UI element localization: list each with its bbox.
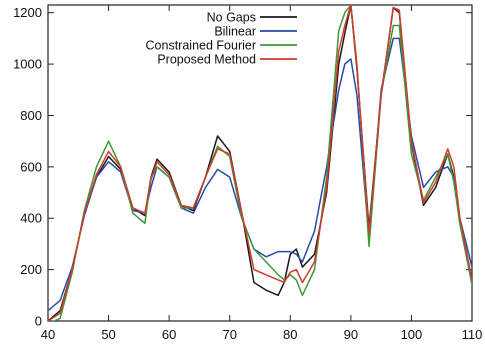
y-tick-label: 400: [20, 211, 42, 226]
x-tick-label: 80: [283, 327, 297, 342]
series-line-constrained-fourier: [52, 5, 472, 321]
series-line-proposed-method: [48, 5, 472, 321]
legend-label: No Gaps: [207, 11, 256, 25]
y-tick-label: 0: [35, 314, 42, 329]
y-tick-label: 1200: [13, 5, 42, 20]
legend-label: Bilinear: [214, 25, 256, 39]
x-tick-label: 90: [344, 327, 358, 342]
axis-ticks: 40 50 60 70 80 90 100 110 0 200 400 600 800 1000 1200: [13, 5, 482, 342]
x-tick-label: 70: [222, 327, 236, 342]
y-tick-label: 600: [20, 159, 42, 174]
legend-label: Constrained Fourier: [146, 39, 256, 53]
x-tick-label: 110: [462, 327, 483, 342]
plot-frame: [47, 4, 473, 322]
series-line-bilinear: [48, 37, 472, 312]
y-tick-label: 1000: [13, 57, 42, 72]
legend-label: Proposed Method: [157, 53, 256, 67]
series-lines: [48, 5, 472, 321]
y-tick-label: 200: [20, 262, 42, 277]
y-tick-label: 800: [20, 108, 42, 123]
x-tick-label: 50: [101, 327, 115, 342]
x-tick-label: 100: [401, 327, 423, 342]
x-tick-label: 40: [41, 327, 55, 342]
x-tick-label: 60: [162, 327, 176, 342]
